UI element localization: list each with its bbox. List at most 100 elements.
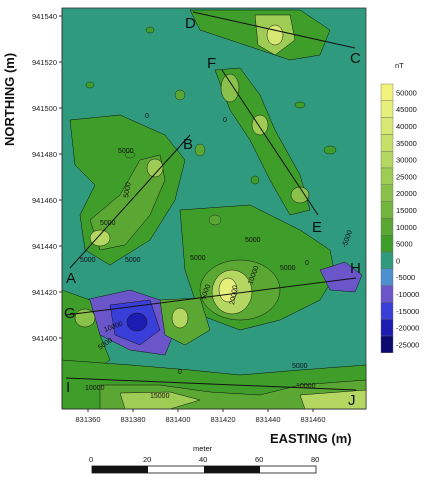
colorbar-swatch	[380, 100, 394, 118]
profile-label-b: B	[183, 136, 193, 153]
anomaly-dot	[294, 101, 306, 109]
profile-line-dc	[192, 11, 356, 49]
y-tick-label: 941440	[32, 242, 57, 251]
colorbar-swatch	[380, 285, 394, 303]
scale-bar-title: meter	[193, 444, 213, 453]
colorbar-swatch	[380, 268, 394, 286]
contour-label: 15000	[150, 393, 170, 400]
anomaly-fe-peak1	[220, 73, 240, 103]
profile-labels: A B D C F E G H I J	[64, 15, 361, 409]
colorbar-swatch	[380, 134, 394, 152]
colorbar-level-label: 10000	[396, 223, 417, 232]
colorbar-swatch	[380, 302, 394, 320]
colorbar-swatch	[380, 319, 394, 337]
contour-label: 10000	[85, 385, 105, 392]
anomaly-fe-peak3	[290, 186, 310, 204]
colorbar-level-label: -5000	[396, 273, 415, 282]
colorbar-level-label: 0	[396, 256, 400, 265]
colorbar-swatch	[380, 184, 394, 202]
contour-label: 5000	[100, 220, 116, 227]
y-tick-label: 941400	[32, 334, 57, 343]
profile-label-e: E	[312, 219, 322, 236]
profile-line-ab	[69, 134, 191, 269]
anomaly-dot	[323, 145, 337, 155]
y-tick-label: 941460	[32, 196, 57, 205]
contour-label: 5000	[80, 257, 96, 264]
contour-label: 5000	[118, 148, 134, 155]
profile-label-a: A	[66, 270, 76, 287]
y-tick-label: 941420	[32, 288, 57, 297]
contour-label: 5000	[280, 265, 296, 272]
anomaly-central-top	[218, 277, 238, 303]
contour-label: 0	[305, 260, 309, 267]
colorbar-swatch	[380, 117, 394, 135]
contour-label: 5000	[190, 255, 206, 262]
anomaly-fe-peak2	[251, 114, 269, 136]
anomaly-dot	[250, 175, 260, 185]
colorbar-swatch	[380, 83, 394, 101]
x-tick-label: 831400	[165, 415, 190, 424]
y-axis-title: NORTHING (m)	[2, 53, 17, 146]
colorbar-level-label: 35000	[396, 139, 417, 148]
anomaly-dot	[85, 81, 95, 89]
colorbar-level-label: 25000	[396, 172, 417, 181]
x-axis: 831360 831380 831400 831420 831440 831460 EAS…	[62, 408, 366, 446]
anomaly-ij-peak	[119, 391, 201, 410]
anomaly-dot	[124, 151, 136, 159]
colorbar-level-label: 45000	[396, 105, 417, 114]
scale-bar-label: 0	[89, 455, 93, 464]
y-axis: 941540 941520 941500 941480 941460 941440 9414…	[2, 8, 63, 409]
colorbar-level-label: -25000	[396, 340, 419, 349]
colorbar-level-label: 30000	[396, 156, 417, 165]
profile-label-f: F	[207, 55, 216, 72]
colorbar-swatch	[380, 201, 394, 219]
colorbar-swatch	[380, 251, 394, 269]
colorbar-level-label: -10000	[396, 290, 419, 299]
contour-label: 0	[223, 117, 227, 124]
scale-bar-label: 60	[255, 455, 263, 464]
profile-lines	[65, 11, 357, 391]
scale-bar-label: 40	[199, 455, 207, 464]
colorbar: nT 5000045000400003500030000250002000015…	[380, 61, 419, 353]
anomaly-dot	[208, 214, 222, 226]
anomaly-ab-peak1	[89, 229, 111, 247]
profile-label-j: J	[348, 392, 356, 409]
anomaly-gh-peak	[171, 307, 189, 329]
profile-line-gh	[65, 277, 357, 316]
colorbar-level-label: -20000	[396, 324, 419, 333]
profile-label-d: D	[185, 15, 196, 32]
y-tick-label: 941520	[32, 58, 57, 67]
anomaly-layer	[61, 9, 367, 410]
x-tick-label: 831360	[75, 415, 100, 424]
profile-label-c: C	[350, 50, 361, 67]
contour-label: 20000	[229, 285, 239, 305]
scale-bar-label: 80	[311, 455, 319, 464]
colorbar-unit: nT	[395, 61, 404, 70]
x-tick-label: 831420	[210, 415, 235, 424]
contour-label: 0	[145, 113, 149, 120]
profile-line-ij	[65, 377, 357, 391]
contour-label: 5000	[245, 237, 261, 244]
x-axis-title: EASTING (m)	[270, 431, 352, 446]
profile-label-h: H	[350, 260, 361, 277]
y-tick-label: 941500	[32, 104, 57, 113]
x-tick-label: 831460	[300, 415, 325, 424]
y-tick-label: 941540	[32, 12, 57, 21]
contour-label: 5000	[125, 257, 141, 264]
colorbar-swatch	[380, 218, 394, 236]
colorbar-swatch	[380, 167, 394, 185]
x-tick-label: 831380	[120, 415, 145, 424]
anomaly-h-negative	[319, 261, 363, 293]
anomaly-dot	[194, 143, 206, 157]
anomaly-dot	[174, 89, 186, 101]
anomaly-fe-ridge	[214, 67, 311, 216]
anomaly-north-peak	[266, 24, 284, 46]
y-tick-label: 941480	[32, 150, 57, 159]
colorbar-swatch	[380, 150, 394, 169]
colorbar-level-label: 5000	[396, 240, 413, 249]
colorbar-level-label: 20000	[396, 189, 417, 198]
contour-label: 5000	[123, 182, 133, 199]
profile-line-fe	[221, 69, 319, 216]
colorbar-level-label: 50000	[396, 88, 417, 97]
